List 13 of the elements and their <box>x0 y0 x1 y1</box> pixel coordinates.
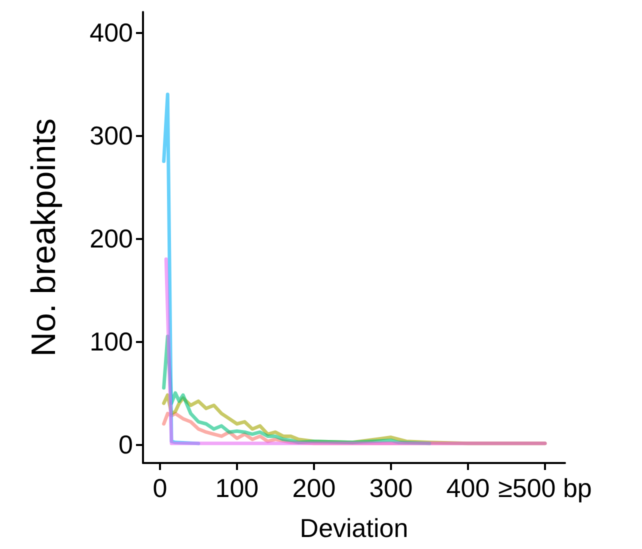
x-tick-label: 0 <box>152 473 168 503</box>
x-tick-label: 200 <box>292 473 336 503</box>
x-tick-label: 300 <box>369 473 413 503</box>
y-axis-title: No. breakpoints <box>25 118 63 357</box>
y-tick-label: 0 <box>118 429 133 460</box>
x-axis-title: Deviation <box>300 513 408 543</box>
x-tick-label: 400 <box>446 473 490 503</box>
x-tick-label: ≥500 bp <box>498 473 592 503</box>
y-tick-label: 100 <box>90 326 133 356</box>
x-tick-label: 100 <box>215 473 259 503</box>
y-tick-label: 300 <box>90 120 133 151</box>
y-tick-label: 200 <box>90 224 133 254</box>
y-tick-label: 400 <box>90 18 133 48</box>
